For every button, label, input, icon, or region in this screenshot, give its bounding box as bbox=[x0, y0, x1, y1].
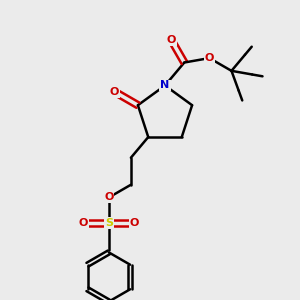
Text: O: O bbox=[110, 87, 119, 97]
Text: O: O bbox=[205, 53, 214, 63]
Text: O: O bbox=[104, 193, 113, 202]
Text: O: O bbox=[167, 35, 176, 45]
Text: S: S bbox=[105, 218, 113, 228]
Text: O: O bbox=[79, 218, 88, 228]
Text: N: N bbox=[160, 80, 169, 91]
Text: O: O bbox=[130, 218, 139, 228]
